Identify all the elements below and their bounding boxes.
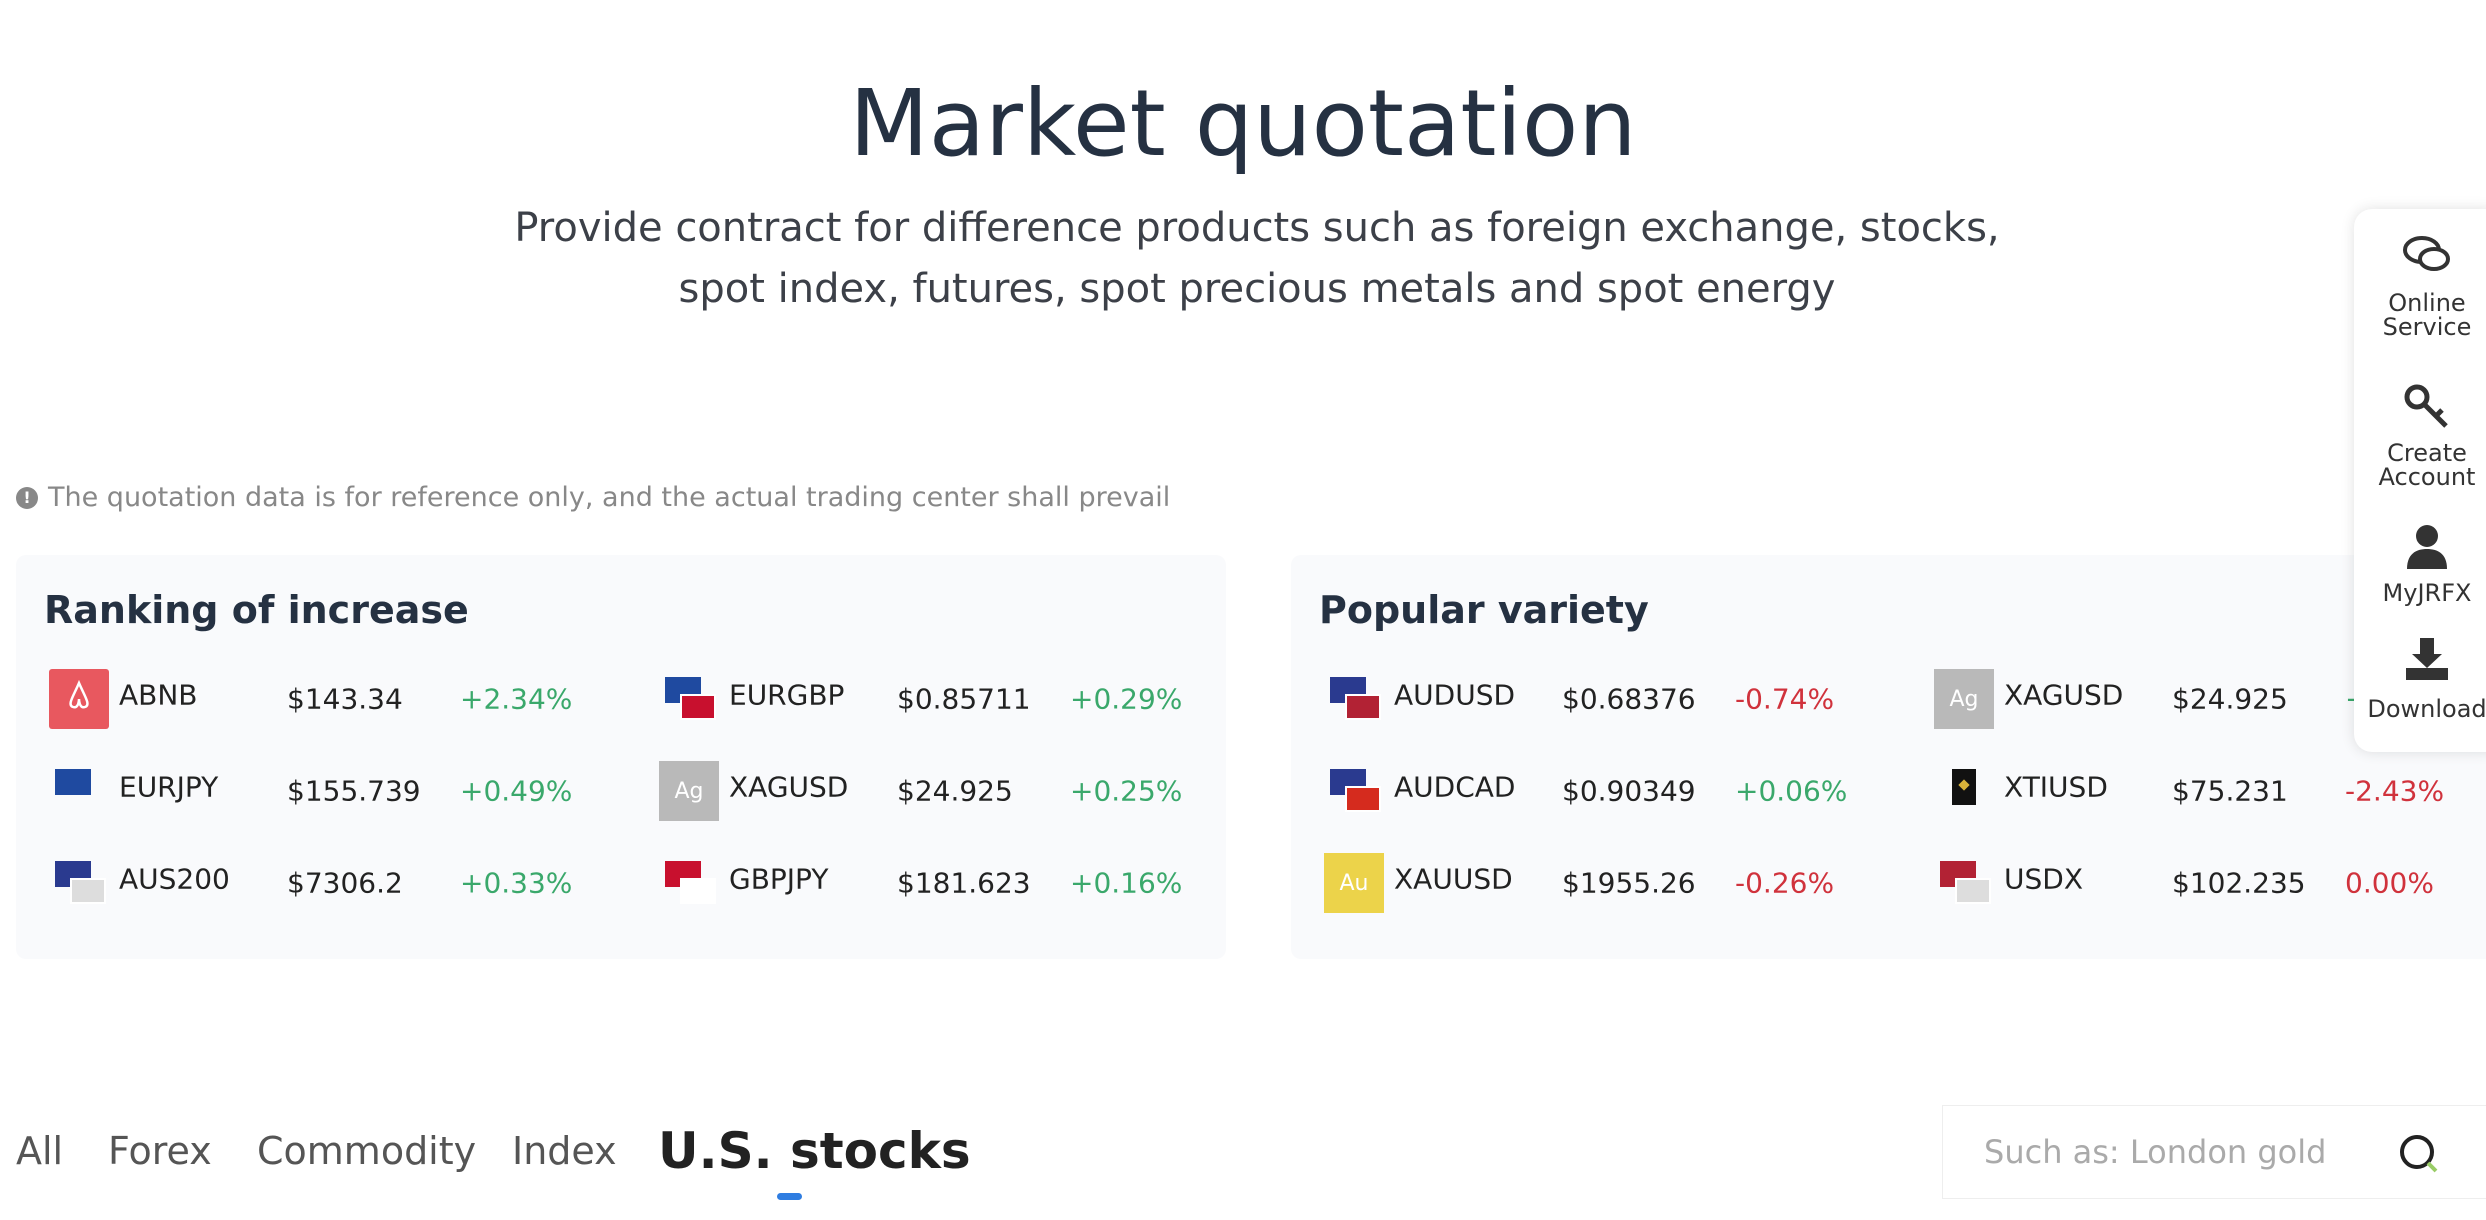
sidebar: Online Service Create Account MyJRFX Download [2354,209,2486,752]
symbol-icon [1324,669,1384,729]
change: +2.34% [460,682,573,716]
panel-title: Ranking of increase [44,588,469,632]
sidebar-label[interactable]: Service [2382,313,2472,341]
symbol-icon [1324,761,1384,821]
symbol-name: USDX [2004,862,2084,896]
search-placeholder: Such as: London gold [1984,1133,2327,1171]
subtitle: spot index, futures, spot precious metal… [678,266,1836,312]
tab[interactable]: U.S. stocks [658,1122,971,1180]
price: $24.925 [897,774,1013,808]
symbol-name: XAGUSD [2004,678,2124,712]
title: Market quotation [849,70,1637,177]
sidebar-label[interactable]: Online [2388,289,2466,317]
symbol-icon [49,669,109,729]
tab-indicator [777,1193,802,1200]
symbol-icon: Au [1324,853,1384,913]
change: +0.33% [460,866,573,900]
price: $143.34 [287,682,403,716]
subtitle: Provide contract for difference products… [514,205,2000,251]
sidebar-icon[interactable] [2354,636,2486,686]
price: $181.623 [897,866,1031,900]
symbol-name: EURJPY [119,770,219,804]
notice: ! The quotation data is for reference onl… [16,482,1170,513]
panel-title: Popular variety [1319,588,1649,632]
tab[interactable]: Index [512,1129,617,1173]
panel: Popular variety AUDUSD $0.68376 -0.74% AUDCA… [1291,555,2486,959]
price: $1955.26 [1562,866,1696,900]
change: -2.43% [2345,774,2445,808]
info-icon: ! [16,486,38,509]
price: $75.231 [2172,774,2288,808]
symbol-name: AUDCAD [1394,770,1516,804]
price: $24.925 [2172,682,2288,716]
change: -0.26% [1735,866,1835,900]
sidebar-label[interactable]: Account [2378,463,2476,491]
symbol-icon [659,853,719,913]
price: $0.68376 [1562,682,1696,716]
change: +0.06% [1735,774,1848,808]
tab[interactable]: Commodity [257,1129,477,1173]
price: $7306.2 [287,866,403,900]
symbol-name: XTIUSD [2004,770,2108,804]
price: $0.85711 [897,682,1031,716]
sidebar-icon[interactable] [2354,523,2486,573]
change: -0.74% [1735,682,1835,716]
tab[interactable]: All [16,1129,64,1173]
price: $102.235 [2172,866,2306,900]
sidebar-icon[interactable] [2354,233,2486,281]
symbol-name: ABNB [119,678,198,712]
change: +0.29% [1070,682,1183,716]
panel: Ranking of increase ABNB $143.34 +2.34% EURJ… [16,555,1226,959]
change: +0.16% [1070,866,1183,900]
sidebar-label[interactable]: Create [2387,439,2467,467]
change: +0.25% [1070,774,1183,808]
symbol-name: AUDUSD [1394,678,1516,712]
search-box[interactable]: Such as: London gold [1942,1105,2486,1199]
price: $0.90349 [1562,774,1696,808]
symbol-icon [659,669,719,729]
symbol-name: XAUUSD [1394,862,1513,896]
symbol-name: EURGBP [729,678,845,712]
search-icon[interactable] [2398,1133,2440,1175]
symbol-name: XAGUSD [729,770,849,804]
sidebar-icon[interactable] [2354,382,2486,434]
sidebar-label[interactable]: Download [2367,695,2486,723]
change: +0.49% [460,774,573,808]
symbol-icon [49,761,109,821]
notice-text: The quotation data is for reference only… [48,482,1171,513]
symbol-name: AUS200 [119,862,230,896]
symbol-icon [1934,761,1994,821]
tab[interactable]: Forex [108,1129,212,1173]
symbol-name: GBPJPY [729,862,829,896]
symbol-icon: Ag [659,761,719,821]
sidebar-label[interactable]: MyJRFX [2382,579,2472,607]
symbol-icon: Ag [1934,669,1994,729]
symbol-icon [1934,853,1994,913]
change: 0.00% [2345,866,2434,900]
symbol-icon [49,853,109,913]
price: $155.739 [287,774,421,808]
